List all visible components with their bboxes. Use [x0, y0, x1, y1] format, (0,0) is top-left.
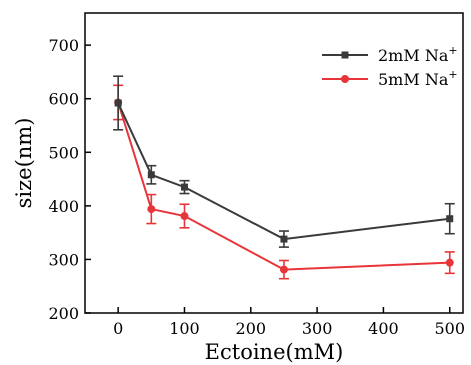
y-axis: 200 300 400 500 600 700: [48, 36, 91, 323]
data-point: [279, 265, 288, 274]
data-point: [147, 205, 156, 214]
x-tick-label: 100: [169, 319, 200, 338]
y-tick-label: 500: [48, 143, 79, 162]
data-point: [280, 235, 288, 243]
series-2: [113, 84, 455, 280]
x-axis-label: Ectoine(mM): [205, 340, 344, 364]
data-point: [180, 183, 188, 191]
legend-label: 2mM Na+: [378, 44, 458, 65]
x-tick-label: 400: [368, 319, 399, 338]
data-point: [147, 171, 155, 179]
series-1: [113, 75, 455, 248]
data-point: [445, 258, 454, 267]
x-tick-label: 500: [434, 319, 465, 338]
data-point: [180, 212, 189, 221]
y-axis-label: size(nm): [12, 118, 36, 209]
legend: 2mM Na+ 5mM Na+: [322, 44, 458, 89]
y-tick-label: 400: [48, 197, 79, 216]
x-tick-label: 0: [113, 319, 123, 338]
x-tick-label: 300: [302, 319, 333, 338]
plot-frame: [84, 12, 464, 314]
series-layer: [113, 75, 455, 280]
data-point: [446, 215, 454, 223]
y-tick-label: 200: [48, 304, 79, 323]
series-line: [117, 102, 450, 241]
x-tick-label: 200: [236, 319, 267, 338]
y-tick-label: 600: [48, 90, 79, 109]
legend-marker: [341, 51, 349, 59]
legend-entry: 2mM Na+: [322, 44, 458, 65]
legend-label: 5mM Na+: [378, 68, 458, 89]
legend-entry: 5mM Na+: [322, 68, 458, 89]
legend-marker: [341, 75, 349, 83]
y-tick-label: 300: [48, 250, 79, 269]
data-point: [114, 99, 122, 107]
x-axis: 0 100 200 300 400 500: [113, 307, 465, 338]
y-tick-label: 700: [48, 36, 79, 55]
